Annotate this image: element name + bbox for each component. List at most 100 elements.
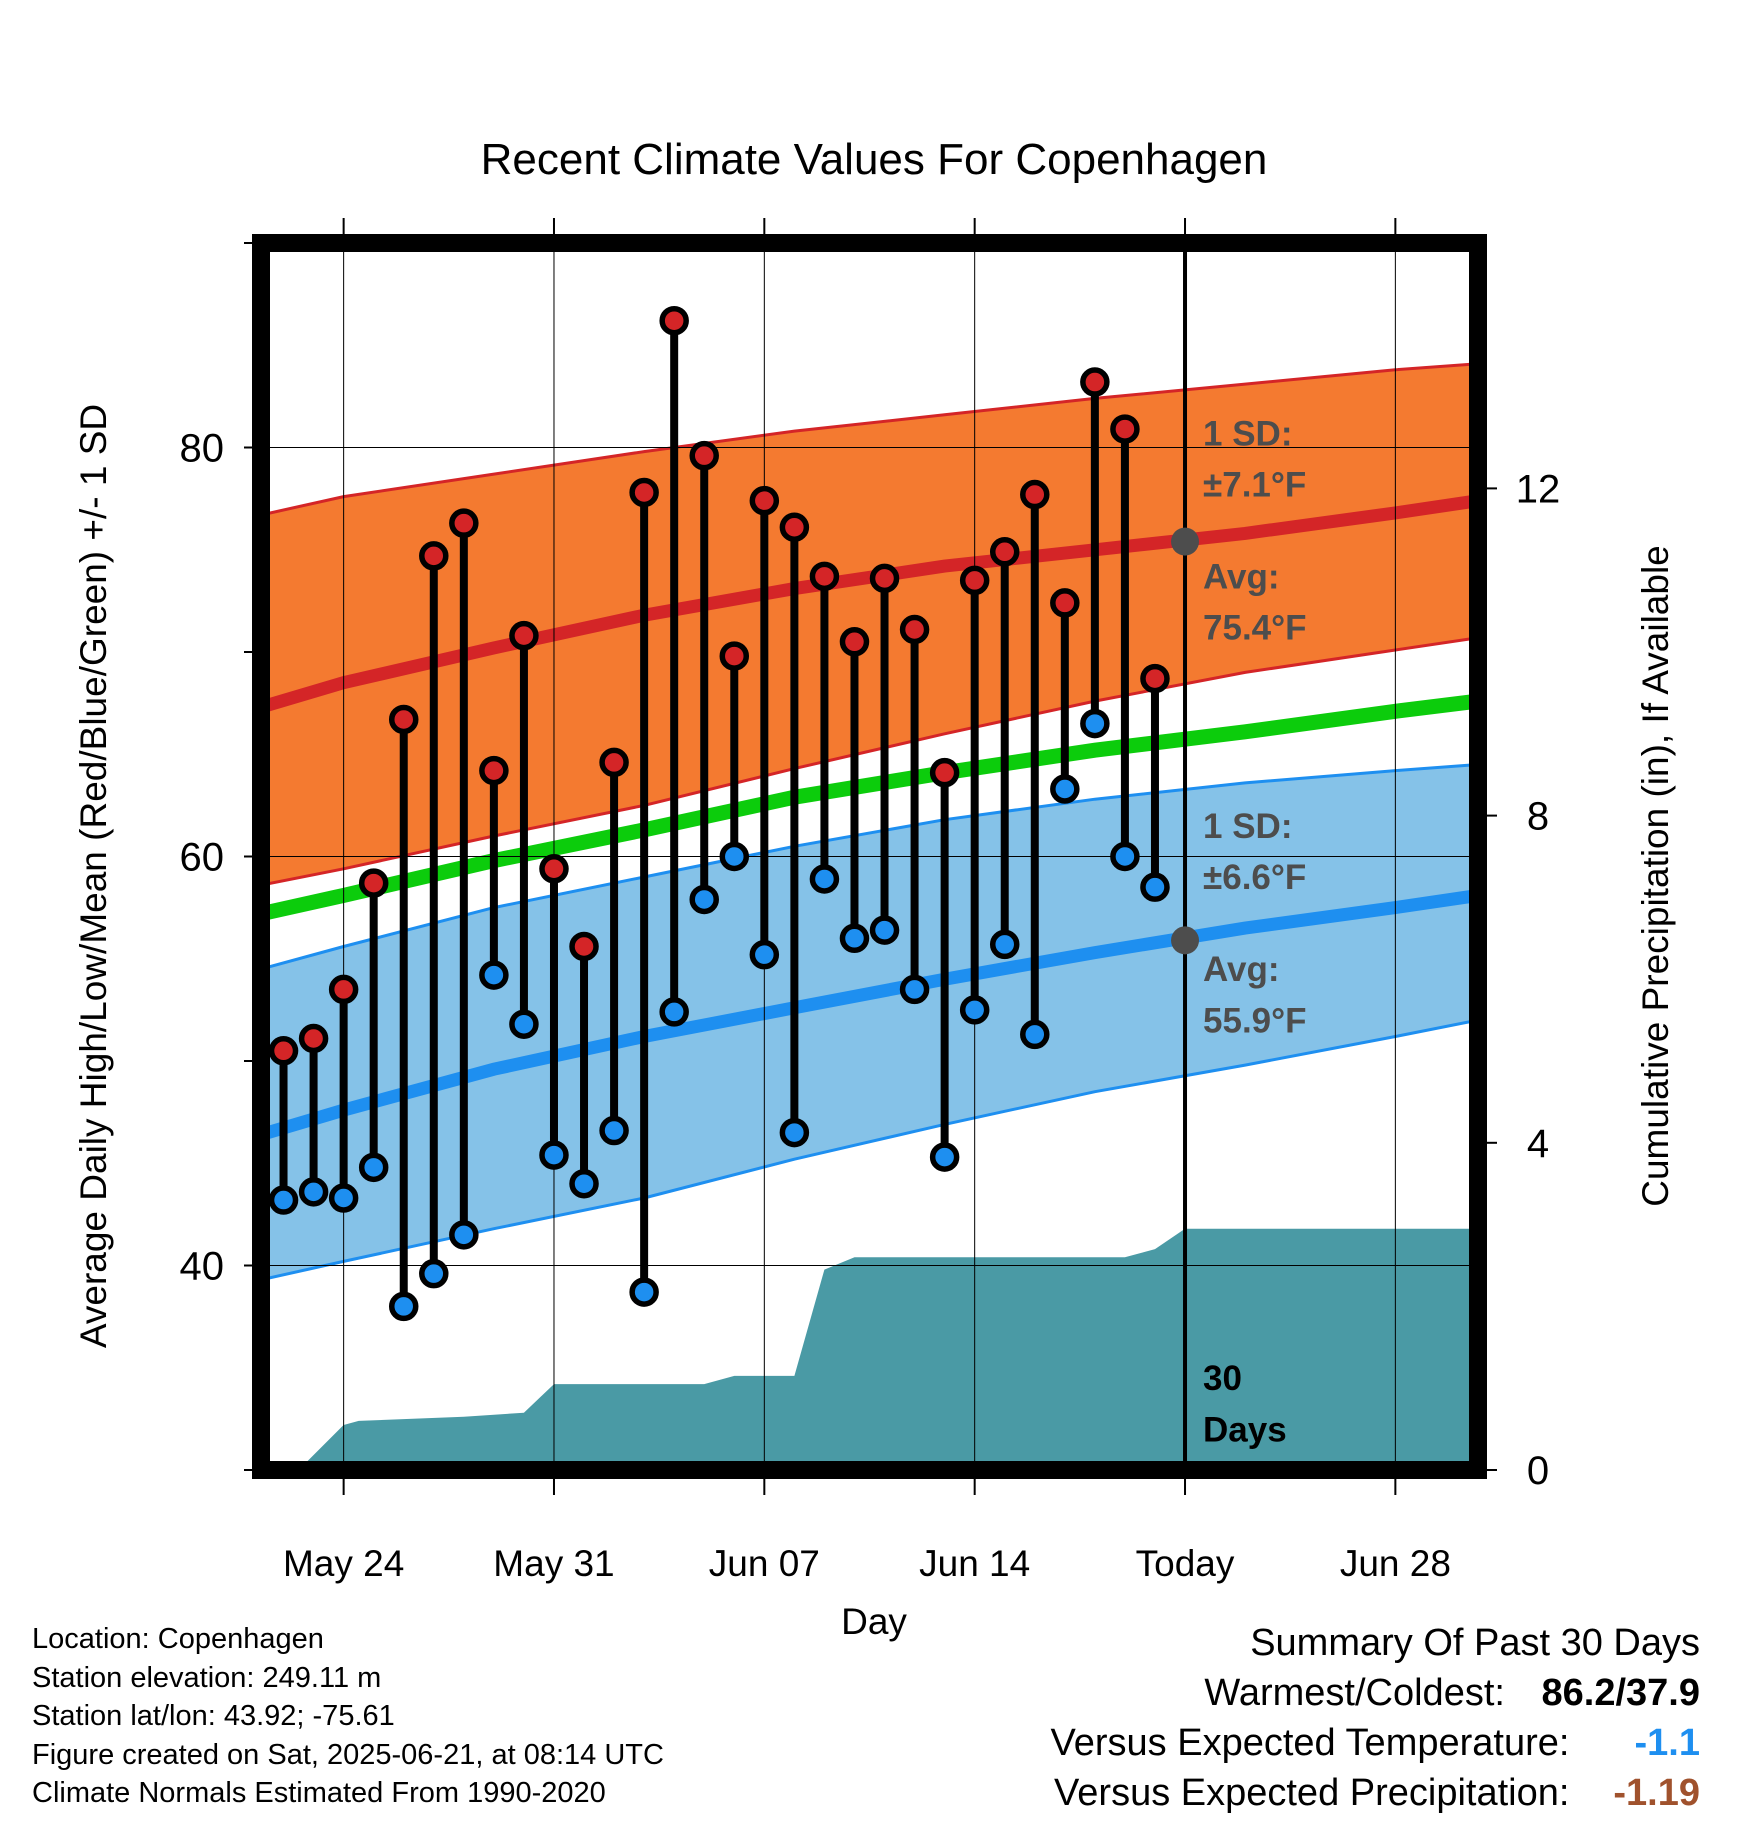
y-tick-label: 60 [180,836,225,880]
summary-warmest-row: Warmest/Coldest: 86.2/37.9 [1051,1668,1700,1718]
daily-low-point [479,960,509,990]
days-count-label: 30 [1203,1359,1242,1398]
daily-low-point [869,915,900,945]
days-word-label: Days [1203,1410,1287,1449]
low-avg-title: Avg: [1203,950,1279,989]
daily-low-point [959,995,990,1025]
plot-frame [252,234,1487,1479]
daily-high-point [779,512,810,543]
chart-title: Recent Climate Values For Copenhagen [481,135,1268,184]
daily-low-point [328,1183,359,1213]
daily-high-point [388,704,419,735]
x-tick-label: Jun 07 [709,1543,820,1584]
daily-high-point [479,755,509,786]
daily-high-point [989,537,1020,567]
daily-high-point [539,854,569,884]
daily-low-point [388,1291,419,1322]
daily-low-point [1080,708,1110,739]
y2-tick-label: 0 [1527,1449,1549,1493]
daily-high-point [1140,663,1170,694]
high-sd-band [261,363,1478,886]
daily-high-point [1020,479,1050,510]
daily-low-point [358,1152,389,1183]
high-avg-line [261,494,1478,714]
precip-vs-expected-label: Versus Expected Precipitation: [1054,1772,1570,1814]
daily-high-point [1050,588,1080,618]
low-sd-value: ±6.6°F [1203,858,1306,897]
high-sd-value: ±7.1°F [1203,466,1306,505]
low-sd-title: 1 SD: [1203,807,1292,846]
summary-temp-row: Versus Expected Temperature: -1.1 [1051,1718,1700,1768]
summary-title: Summary Of Past 30 Days [1250,1622,1700,1664]
info-normals: Climate Normals Estimated From 1990-2020 [32,1777,606,1809]
daily-low-point [629,1277,659,1307]
precip-vs-expected-value: -1.19 [1613,1772,1700,1814]
high-avg-title: Avg: [1203,558,1279,597]
x-axis-label: Day [841,1601,907,1642]
daily-high-point [298,1023,329,1054]
temp-vs-expected-label: Versus Expected Temperature: [1050,1722,1570,1764]
daily-high-point [749,485,780,516]
daily-low-point [899,974,930,1005]
daily-high-point [509,620,539,651]
station-info: Location: Copenhagen Station elevation: … [32,1620,664,1813]
high-band-lower-edge [261,636,1478,887]
daily-high-point [1080,367,1110,397]
x-tick-label: Jun 14 [919,1543,1030,1584]
info-location: Location: Copenhagen [32,1623,324,1655]
daily-high-point [719,641,750,671]
daily-low-point [929,1142,960,1172]
daily-low-point [298,1177,329,1207]
x-tick-label: Today [1136,1543,1235,1584]
y-tick-label: 80 [180,427,225,471]
y2-tick-label: 12 [1516,467,1561,511]
daily-low-point [599,1115,629,1146]
daily-high-point [449,508,479,538]
daily-low-point [749,939,780,970]
daily-low-point [268,1185,299,1215]
y2-tick-label: 4 [1527,1122,1549,1166]
daily-high-point [689,440,719,471]
y2-tick-label: 8 [1527,795,1549,839]
low-band-upper-edge [261,763,1478,971]
daily-high-point [268,1036,299,1066]
daily-high-point [629,477,659,508]
high-band-upper-edge [261,362,1478,517]
daily-low-point [689,884,719,915]
plot-inner [261,243,1478,1470]
daily-high-point [569,931,599,962]
low-avg-value: 55.9°F [1203,1001,1307,1040]
daily-low-point [839,923,870,954]
plot-area: 1 SD: ±7.1°F Avg: 75.4°F 1 SD: ±6.6°F Avg: 55.9… [180,218,1561,1584]
daily-low-point [569,1168,599,1199]
x-tick-label: Jun 28 [1340,1543,1451,1584]
mean-avg-line [261,693,1478,922]
precip-area [261,1228,1478,1470]
y-tick-label: 40 [180,1245,225,1289]
daily-low-point [779,1117,810,1148]
daily-high-point [809,561,840,592]
daily-low-point [719,841,750,872]
warmest-coldest-value: 86.2/37.9 [1541,1672,1700,1714]
daily-low-point [659,997,689,1027]
daily-low-point [1020,1019,1050,1050]
daily-high-point [959,565,990,596]
daily-high-point [599,747,629,778]
daily-low-point [1140,872,1170,902]
daily-low-point [419,1258,449,1289]
warmest-coldest-label: Warmest/Coldest: [1204,1672,1505,1714]
daily-high-point [358,868,389,898]
daily-low-point [989,929,1020,960]
low-avg-line [261,888,1478,1141]
x-tick-label: May 31 [493,1543,614,1584]
today-high-avg-marker [1171,527,1200,556]
daily-low-point [1050,774,1080,804]
low-band-lower-edge [261,1018,1478,1282]
daily-high-point [419,541,449,571]
info-elevation: Station elevation: 249.11 m [32,1661,382,1694]
daily-high-point [1110,414,1140,444]
high-avg-value: 75.4°F [1203,609,1307,648]
info-created: Figure created on Sat, 2025-06-21, at 08… [32,1738,664,1771]
info-latlon: Station lat/lon: 43.92; -75.61 [32,1700,395,1732]
high-sd-title: 1 SD: [1203,414,1292,453]
